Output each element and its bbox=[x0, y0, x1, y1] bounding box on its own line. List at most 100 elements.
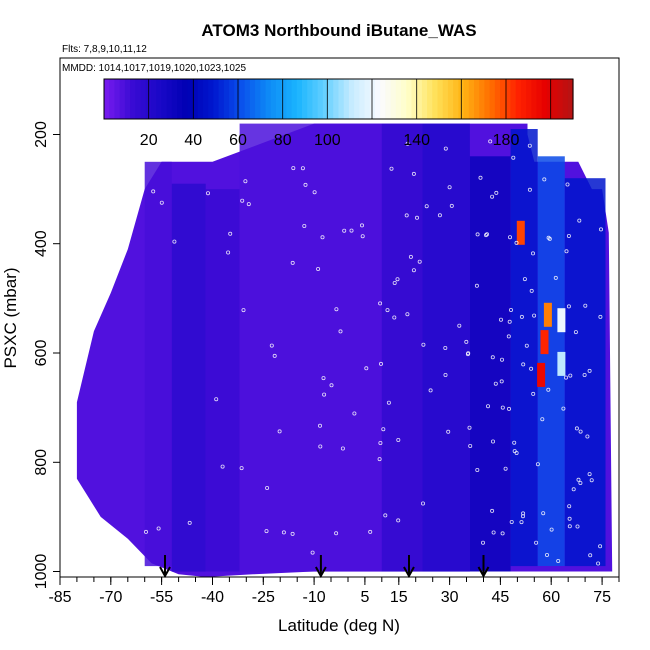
sample-point bbox=[310, 550, 315, 555]
colorbar-tick-label: 80 bbox=[274, 132, 292, 149]
sample-point bbox=[228, 231, 233, 236]
sample-point bbox=[420, 501, 425, 506]
colorbar-swatch bbox=[416, 79, 423, 119]
sample-point bbox=[466, 351, 471, 356]
sample-point bbox=[514, 240, 519, 245]
colorbar-swatch bbox=[291, 79, 298, 119]
sample-point bbox=[405, 141, 410, 146]
colorbar-swatch bbox=[223, 79, 230, 119]
sample-point bbox=[564, 375, 569, 380]
sample-point bbox=[512, 449, 517, 454]
sample-point bbox=[383, 513, 388, 518]
plot-frame bbox=[59, 57, 620, 578]
sample-point bbox=[480, 540, 485, 545]
sample-point bbox=[360, 234, 365, 239]
colorbar-swatch bbox=[328, 79, 334, 119]
colorbar-frame bbox=[103, 78, 574, 120]
sample-point bbox=[214, 397, 219, 402]
sample-point bbox=[159, 200, 164, 205]
colorbar-swatch bbox=[135, 79, 142, 119]
flight-arrow-head bbox=[403, 566, 415, 579]
sample-point bbox=[564, 249, 569, 254]
colorbar-swatch bbox=[322, 79, 329, 119]
curtain-band bbox=[510, 129, 538, 567]
x-tick-label: 5 bbox=[360, 589, 369, 606]
curtain-band bbox=[381, 123, 423, 572]
x-tick-label: 15 bbox=[390, 589, 408, 606]
sample-point bbox=[527, 143, 532, 148]
sample-point bbox=[318, 444, 323, 449]
sample-point bbox=[220, 464, 225, 469]
sample-point bbox=[338, 329, 343, 334]
colorbar-swatch bbox=[260, 79, 267, 119]
colorbar-swatch bbox=[302, 79, 308, 119]
sample-point bbox=[545, 553, 550, 558]
sample-point bbox=[578, 480, 583, 485]
colorbar-swatch bbox=[265, 79, 272, 119]
x-tick-label: -25 bbox=[252, 589, 275, 606]
sample-point bbox=[493, 381, 498, 386]
colorbar-swatch bbox=[562, 79, 569, 119]
colorbar-swatch bbox=[447, 79, 454, 119]
sample-point bbox=[598, 544, 603, 549]
sample-point bbox=[334, 531, 339, 536]
sample-point bbox=[316, 266, 321, 271]
y-tick-label: 600 bbox=[33, 340, 50, 367]
colorbar-swatch bbox=[421, 79, 428, 119]
colorbar-swatch bbox=[281, 79, 287, 119]
x-tick-label: -55 bbox=[150, 589, 173, 606]
sample-point bbox=[549, 527, 554, 532]
colorbar-swatch bbox=[390, 79, 397, 119]
x-tick-label: -40 bbox=[201, 589, 224, 606]
colorbar-swatch bbox=[239, 79, 246, 119]
colorbar-tick-label: 100 bbox=[314, 132, 341, 149]
plot-area bbox=[76, 123, 613, 579]
sample-point bbox=[322, 392, 327, 397]
colorbar-swatch bbox=[380, 79, 386, 119]
sample-point bbox=[511, 155, 516, 160]
sample-point bbox=[392, 315, 397, 320]
curtain-hotspot bbox=[557, 308, 566, 333]
colorbar-swatch bbox=[270, 79, 277, 119]
curtain-hotspot bbox=[540, 330, 549, 355]
colorbar-tick-label: 20 bbox=[140, 132, 158, 149]
sample-point bbox=[187, 520, 192, 525]
sample-point bbox=[321, 376, 326, 381]
sample-point bbox=[598, 164, 603, 169]
sample-point bbox=[303, 182, 308, 187]
curtain-hotspot bbox=[537, 362, 546, 387]
colorbar-swatch bbox=[546, 79, 553, 119]
sample-point bbox=[474, 283, 479, 288]
colorbar-swatch bbox=[208, 79, 215, 119]
sample-point bbox=[506, 406, 511, 411]
sample-point bbox=[396, 518, 401, 523]
sample-point bbox=[503, 466, 508, 471]
sample-point bbox=[424, 204, 429, 209]
sample-point bbox=[226, 250, 231, 255]
colorbar-swatch bbox=[401, 79, 407, 119]
colorbar-swatch bbox=[187, 79, 194, 119]
colorbar-swatch bbox=[453, 79, 459, 119]
colorbar-swatch bbox=[104, 79, 110, 119]
sample-point bbox=[443, 372, 448, 377]
colorbar-tick-label: 140 bbox=[403, 132, 430, 149]
dates-subtitle: MMDD: 1014,1017,1019,1020,1023,1025 bbox=[62, 63, 246, 74]
colorbar-swatch bbox=[442, 79, 449, 119]
colorbar-swatch bbox=[150, 79, 157, 119]
sample-point bbox=[446, 429, 451, 434]
sample-point bbox=[567, 516, 572, 521]
sample-point bbox=[408, 254, 413, 259]
colorbar-tick-label: 40 bbox=[184, 132, 202, 149]
sample-point bbox=[507, 319, 512, 324]
sample-point bbox=[599, 227, 604, 232]
colorbar-swatch bbox=[468, 79, 475, 119]
sample-point bbox=[359, 223, 364, 228]
x-tick-label: -70 bbox=[99, 589, 122, 606]
sample-point bbox=[389, 166, 394, 171]
sample-point bbox=[570, 148, 575, 153]
sample-point bbox=[500, 405, 505, 410]
sample-point bbox=[500, 531, 505, 536]
sample-point bbox=[506, 334, 511, 339]
sample-point bbox=[417, 259, 422, 264]
